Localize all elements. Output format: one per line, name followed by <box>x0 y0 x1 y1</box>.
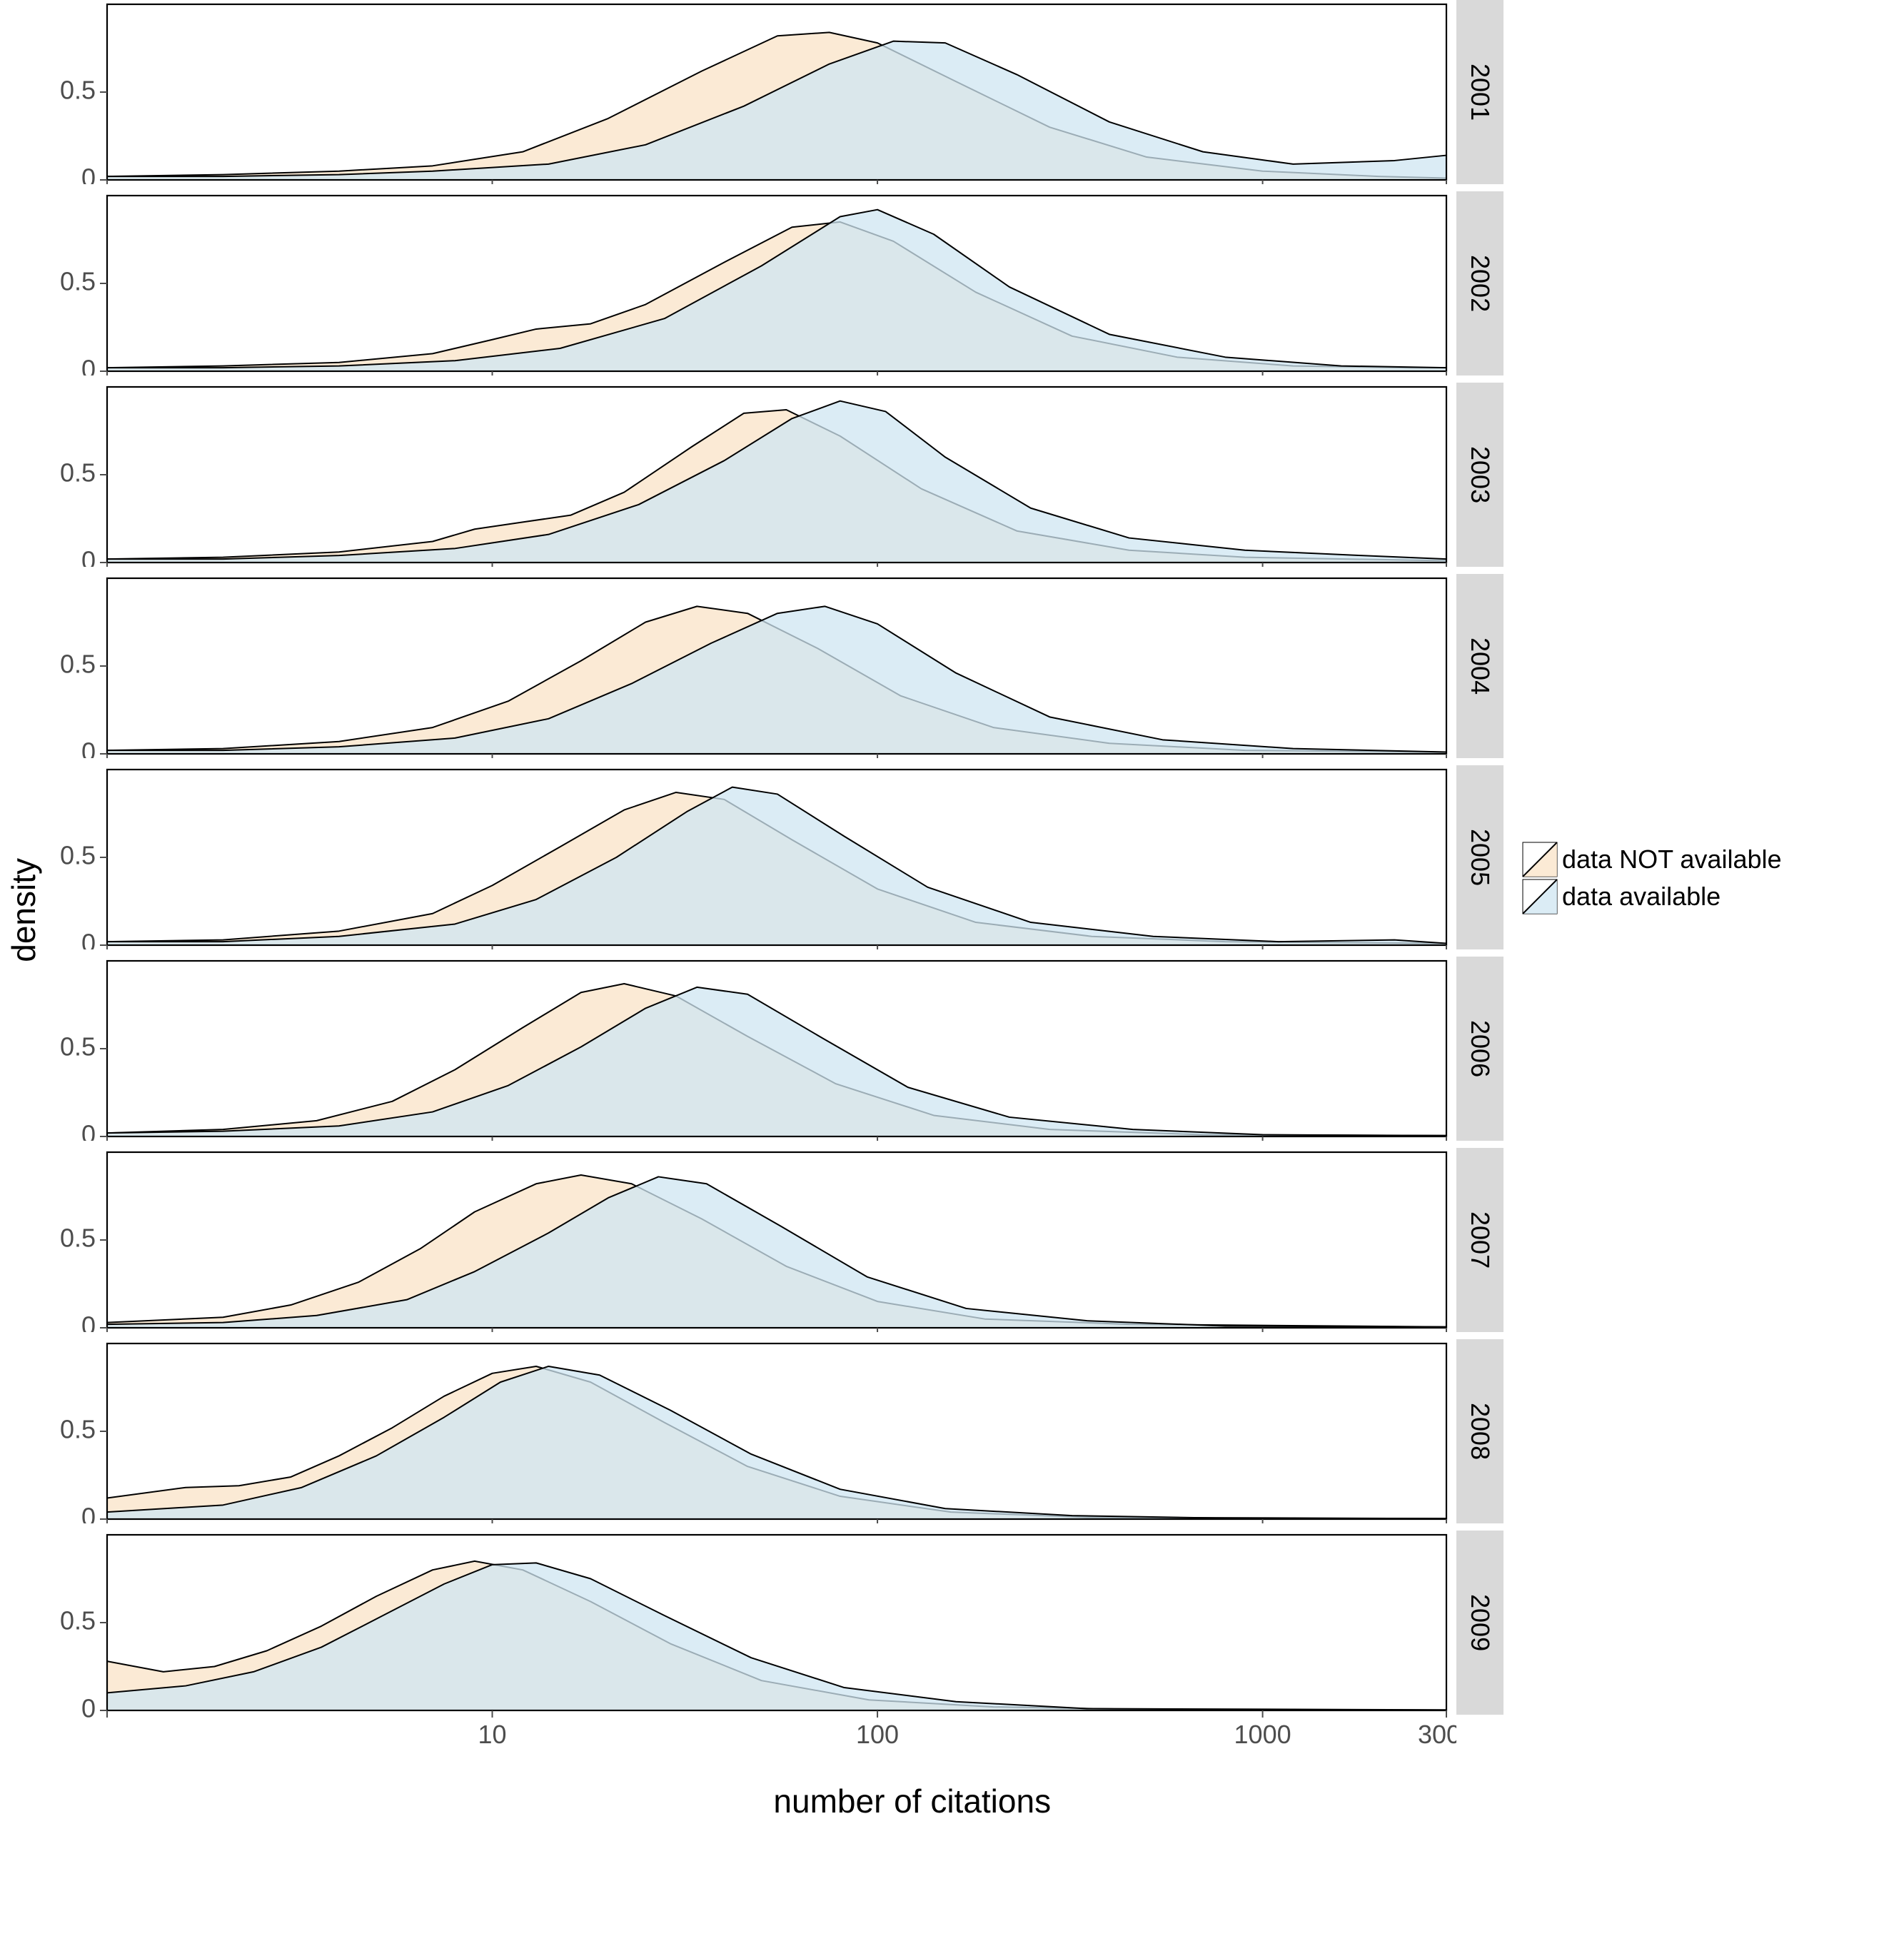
facet-strip-label: 2003 <box>1465 446 1495 503</box>
y-tick-label: 0.5 <box>60 76 96 105</box>
legend-label: data NOT available <box>1562 845 1782 874</box>
facet-strip-label: 2009 <box>1465 1594 1495 1651</box>
y-tick-label: 0.5 <box>60 267 96 296</box>
facet-strip-label: 2004 <box>1465 637 1495 695</box>
facet-row: 00.52004 <box>43 574 1503 758</box>
facet-row: 00.52005 <box>43 765 1503 949</box>
y-tick-label: 0 <box>81 929 96 949</box>
facet-strip-label: 2002 <box>1465 255 1495 312</box>
facet-panel: 00.5 <box>43 1339 1456 1523</box>
y-tick-label: 0.5 <box>60 841 96 870</box>
legend: data NOT available data available <box>1522 842 1782 914</box>
x-tick-label: 1000 <box>1234 1720 1291 1749</box>
y-tick-label: 0 <box>81 1311 96 1332</box>
y-tick-label: 0.5 <box>60 1032 96 1062</box>
facet-strip-label: 2008 <box>1465 1403 1495 1460</box>
y-tick-label: 0 <box>81 737 96 758</box>
y-tick-label: 0.5 <box>60 458 96 488</box>
facet-strip: 2003 <box>1456 383 1503 567</box>
y-tick-label: 0 <box>81 1694 96 1723</box>
facet-panel: 00.5 <box>43 0 1456 184</box>
figure: density 00.5200100.5200200.5200300.52004… <box>0 0 1904 1820</box>
facet-row: 00.52006 <box>43 957 1503 1141</box>
facet-row: 0 0.5 10 100 1000 3000 2009 <box>43 1531 1503 1756</box>
facet-strip-label: 2006 <box>1465 1020 1495 1077</box>
facet-strip: 2006 <box>1456 957 1503 1141</box>
y-tick-label: 0.5 <box>60 1224 96 1253</box>
facet-strip-label: 2007 <box>1465 1211 1495 1269</box>
facet-panel: 00.5 <box>43 1148 1456 1332</box>
chart-column: 00.5200100.5200200.5200300.5200400.52005… <box>43 0 1782 1820</box>
facet-strip-label: 2005 <box>1465 829 1495 886</box>
facet-row: 00.52002 <box>43 191 1503 375</box>
panel-grid-row: 00.5200100.5200200.5200300.5200400.52005… <box>43 0 1782 1756</box>
facet-strip-label: 2001 <box>1465 64 1495 121</box>
y-tick-label: 0 <box>81 1120 96 1141</box>
y-tick-label: 0.5 <box>60 1415 96 1444</box>
facet-panel: 0 0.5 10 100 1000 3000 <box>43 1531 1456 1756</box>
facet-row: 00.52007 <box>43 1148 1503 1332</box>
facet-panel: 00.5 <box>43 957 1456 1141</box>
facet-strip: 2004 <box>1456 574 1503 758</box>
legend-item: data available <box>1522 879 1782 914</box>
y-axis-label: density <box>0 858 43 962</box>
facet-strip: 2009 <box>1456 1531 1503 1715</box>
legend-swatch <box>1522 842 1558 877</box>
legend-label: data available <box>1562 882 1721 912</box>
y-tick-label: 0 <box>81 1503 96 1523</box>
facet-panel: 00.5 <box>43 191 1456 375</box>
y-tick-label: 0.5 <box>60 650 96 679</box>
legend-item: data NOT available <box>1522 842 1782 877</box>
x-axis-label: number of citations <box>773 1782 1051 1820</box>
facet-panel: 00.5 <box>43 765 1456 949</box>
facet-strip: 2002 <box>1456 191 1503 375</box>
legend-swatch <box>1522 879 1558 914</box>
facet-panel: 00.5 <box>43 574 1456 758</box>
facet-panel: 00.5 <box>43 383 1456 567</box>
x-tick-label: 10 <box>478 1720 507 1749</box>
facet-strip: 2001 <box>1456 0 1503 184</box>
y-tick-label: 0 <box>81 546 96 567</box>
y-tick-label: 0 <box>81 163 96 184</box>
facet-row: 00.52003 <box>43 383 1503 567</box>
facet-strip: 2005 <box>1456 765 1503 949</box>
facet-row: 00.52001 <box>43 0 1503 184</box>
y-tick-label: 0 <box>81 355 96 375</box>
facet-row: 00.52008 <box>43 1339 1503 1523</box>
x-tick-label: 100 <box>856 1720 899 1749</box>
panel-grid: 00.5200100.5200200.5200300.5200400.52005… <box>43 0 1503 1756</box>
x-tick-label: 3000 <box>1418 1720 1456 1749</box>
y-tick-label: 0.5 <box>60 1606 96 1635</box>
facet-strip: 2007 <box>1456 1148 1503 1332</box>
facet-strip: 2008 <box>1456 1339 1503 1523</box>
